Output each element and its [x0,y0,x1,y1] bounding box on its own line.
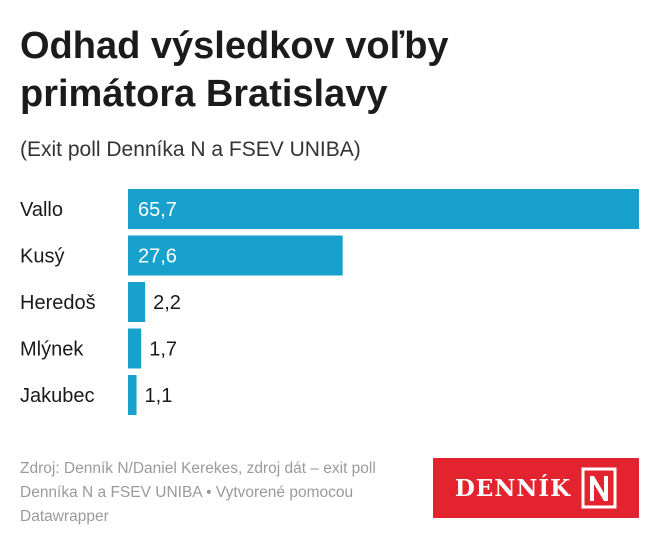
value-label: 1,1 [145,385,173,407]
bar [128,189,639,229]
category-label: Jakubec [20,385,95,407]
category-label: Mlýnek [20,339,84,361]
category-label: Vallo [20,199,63,221]
bar [128,328,142,369]
category-label: Heredoš [20,292,96,314]
chart-title: Odhad výsledkov voľby primátora Bratisla… [20,25,449,115]
value-label: 27,6 [138,246,177,268]
logo-n-mark-icon [581,467,617,509]
category-label: Kusý [20,246,64,268]
value-label: 65,7 [138,199,177,221]
bar [128,235,343,276]
bar [128,282,146,322]
source-note: Zdroj: Denník N/Daniel Kerekes, zdroj dá… [20,460,376,525]
value-label: 1,7 [149,339,177,361]
bar [128,375,137,415]
chart-subtitle: (Exit poll Denníka N a FSEV UNIBA) [20,138,361,161]
logo-text: DENNÍK [454,474,572,502]
value-label: 2,2 [153,292,181,314]
dennik-n-logo[interactable]: DENNÍK [433,458,639,518]
